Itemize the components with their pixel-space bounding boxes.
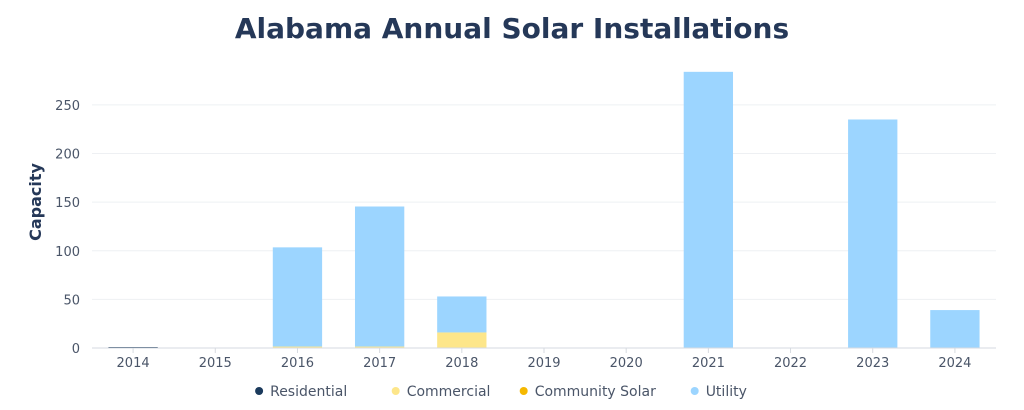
x-tick-label-2014: 2014	[117, 356, 150, 371]
legend-label: Residential	[270, 384, 347, 400]
legend-item-utility[interactable]: Utility	[690, 384, 747, 400]
legend-label: Commercial	[407, 384, 491, 400]
y-axis-label: Capacity	[26, 163, 45, 241]
y-tick-label-50: 50	[63, 293, 80, 308]
legend-swatch	[519, 387, 528, 395]
bars-layer	[108, 71, 980, 349]
legend-item-commercial[interactable]: Commercial	[391, 384, 491, 400]
x-tick-label-2024: 2024	[938, 356, 971, 371]
bar-2017-commercial[interactable]	[354, 346, 405, 348]
legend-swatch	[255, 387, 264, 395]
legend-swatch	[391, 387, 400, 395]
bar-2021-utility[interactable]	[683, 71, 734, 349]
bar-2017-utility[interactable]	[354, 206, 405, 347]
y-tick-label-200: 200	[55, 148, 80, 163]
legend-item-residential[interactable]: Residential	[255, 384, 347, 400]
bar-2016-commercial[interactable]	[272, 346, 323, 348]
bar-2018-commercial[interactable]	[437, 332, 487, 348]
bar-2023-utility[interactable]	[848, 119, 898, 348]
x-tick-label-2023: 2023	[856, 356, 889, 371]
x-tick-label-2020: 2020	[610, 356, 643, 371]
bar-2018-utility[interactable]	[437, 296, 487, 333]
bar-2016-utility[interactable]	[272, 247, 323, 347]
x-tick-label-2021: 2021	[692, 356, 725, 371]
x-tick-label-2019: 2019	[527, 356, 560, 371]
x-tick-label-2022: 2022	[774, 356, 807, 371]
legend-item-community-solar[interactable]: Community Solar	[519, 384, 656, 400]
y-tick-label-100: 100	[55, 245, 80, 260]
x-tick-label-2018: 2018	[445, 356, 478, 371]
x-tick-label-2017: 2017	[363, 356, 396, 371]
x-tick-label-2015: 2015	[199, 356, 232, 371]
x-tick-label-2016: 2016	[281, 356, 314, 371]
axis-layer: 0 50 100 150 200 250 2014 2015 2016 2017 2018 2019 2…	[55, 99, 996, 371]
legend-swatch	[690, 387, 699, 395]
legend-label: Utility	[706, 384, 747, 400]
y-tick-label-150: 150	[55, 196, 80, 211]
bar-2024-utility[interactable]	[930, 310, 980, 348]
legend-label: Community Solar	[535, 384, 656, 400]
grid-layer	[92, 104, 996, 300]
legend: Residential Commercial Community Solar Util…	[255, 384, 747, 400]
y-tick-label-250: 250	[55, 99, 80, 114]
y-tick-label-0: 0	[72, 342, 80, 357]
chart-title: Alabama Annual Solar Installations	[234, 12, 790, 45]
